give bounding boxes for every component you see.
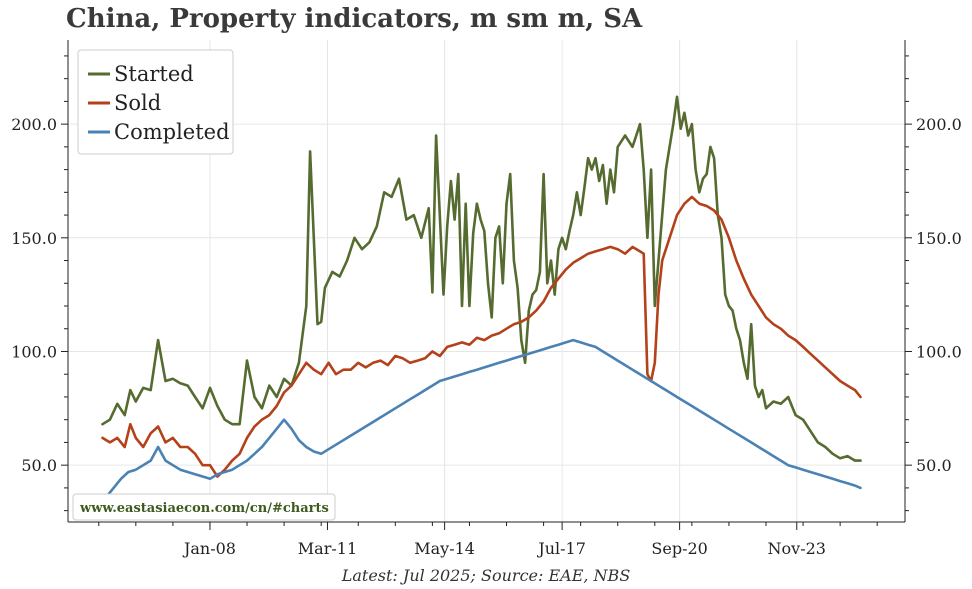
legend-label-sold: Sold xyxy=(114,91,161,115)
footer-source: Latest: Jul 2025; Source: EAE, NBS xyxy=(341,566,631,585)
x-tick-label: May-14 xyxy=(414,539,475,558)
watermark-text: www.eastasiaecon.com/cn/#charts xyxy=(79,501,329,516)
y-tick-label-left: 50.0 xyxy=(21,456,57,475)
y-tick-label-right: 150.0 xyxy=(916,229,962,248)
series-line-started xyxy=(101,95,862,462)
y-tick-label-left: 100.0 xyxy=(11,342,57,361)
y-tick-label-right: 50.0 xyxy=(916,456,952,475)
y-tick-label-left: 150.0 xyxy=(11,229,57,248)
y-tick-label-right: 200.0 xyxy=(916,115,962,134)
y-tick-label-right: 100.0 xyxy=(916,342,962,361)
watermark-box: www.eastasiaecon.com/cn/#charts xyxy=(72,493,336,521)
legend-box xyxy=(77,49,234,155)
legend-label-completed: Completed xyxy=(114,120,230,144)
chart-title: China, Property indicators, m sm m, SA xyxy=(66,4,643,34)
x-tick-label: Nov-23 xyxy=(768,539,826,558)
x-tick-label: Sep-20 xyxy=(651,539,707,558)
legend: Started Sold Completed xyxy=(77,49,234,155)
series-line-completed xyxy=(97,338,862,508)
legend-label-started: Started xyxy=(114,62,194,86)
x-tick-label: Jan-08 xyxy=(182,539,236,558)
x-tick-label: Jul-17 xyxy=(536,539,586,558)
watermark-bg xyxy=(72,493,336,521)
x-tick-label: Mar-11 xyxy=(298,539,357,558)
series-line-sold xyxy=(101,195,862,478)
y-tick-label-left: 200.0 xyxy=(11,115,57,134)
